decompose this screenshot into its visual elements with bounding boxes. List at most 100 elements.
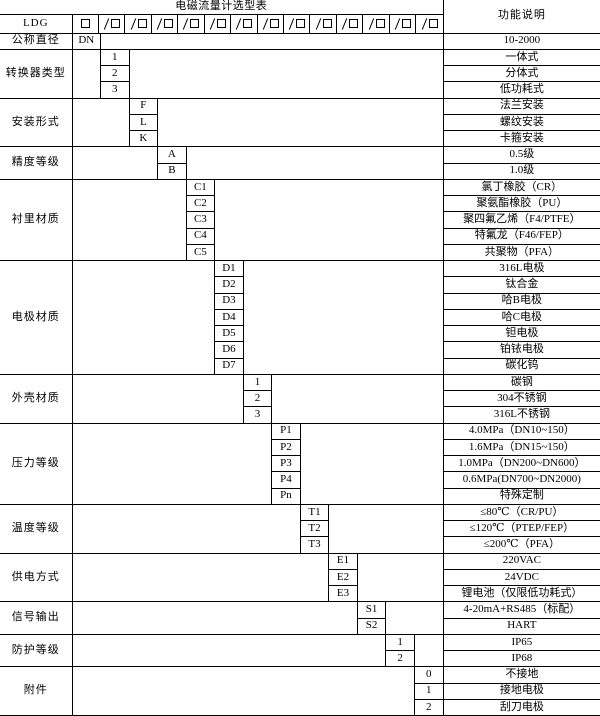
code-slot-4[interactable] (178, 15, 205, 32)
option-code-1-1[interactable]: 2 (100, 64, 130, 83)
option-code-5-0[interactable]: D1 (214, 259, 244, 278)
option-description-8-2: ≤200℃（PFA） (442, 536, 600, 554)
option-row: C2 聚氨酯橡胶（PU） (0, 194, 600, 213)
code-slot-6[interactable] (231, 15, 258, 32)
empty-box-icon (375, 19, 385, 28)
option-code-1-0[interactable]: 1 (100, 48, 130, 67)
option-description-9-2: 锂电池（仅限低功耗式） (442, 584, 600, 603)
option-code-5-3[interactable]: D4 (214, 308, 244, 327)
option-code-5-6[interactable]: D7 (214, 357, 244, 375)
option-code-2-1[interactable]: L (128, 113, 159, 132)
option-code-8-1[interactable]: T2 (299, 519, 330, 538)
code-slot-0[interactable] (73, 15, 99, 32)
slash-icon (394, 18, 401, 29)
code-slot-3[interactable] (152, 15, 179, 32)
option-code-11-0[interactable]: 1 (385, 633, 415, 652)
option-code-4-4[interactable]: C5 (185, 243, 216, 262)
option-code-12-0[interactable]: 0 (413, 666, 444, 684)
group-label-12: 附件 (0, 666, 73, 716)
option-code-5-2[interactable]: D3 (214, 292, 244, 310)
code-slot-8[interactable] (284, 15, 311, 32)
empty-box-icon (322, 19, 332, 28)
option-code-1-2[interactable]: 3 (100, 81, 130, 99)
code-slot-2[interactable] (125, 15, 152, 32)
code-slot-1[interactable] (99, 15, 126, 32)
option-description-7-3: 0.6MPa(DN700~DN2000) (442, 471, 600, 489)
slash-icon (182, 18, 189, 29)
option-code-8-2[interactable]: T3 (299, 536, 330, 554)
option-code-9-1[interactable]: E2 (328, 568, 358, 587)
option-code-10-1[interactable]: S2 (356, 617, 387, 635)
option-description-7-2: 1.0MPa（DN200~DN600） (442, 454, 600, 473)
spacer-left-8 (71, 503, 301, 554)
empty-box-icon (111, 19, 121, 28)
option-code-4-2[interactable]: C3 (185, 211, 216, 229)
option-code-7-4[interactable]: Pn (271, 487, 301, 505)
option-code-12-2[interactable]: 2 (413, 698, 444, 716)
option-code-3-1[interactable]: B (157, 162, 187, 180)
code-slot-9[interactable] (310, 15, 337, 32)
group-label-5: 电极材质 (0, 260, 73, 375)
option-code-7-0[interactable]: P1 (271, 422, 301, 440)
code-slot-13[interactable] (416, 15, 442, 32)
option-code-2-0[interactable]: F (128, 97, 159, 115)
spacer-right-4 (214, 178, 444, 262)
option-code-7-2[interactable]: P3 (271, 454, 301, 473)
spacer-right-1 (128, 48, 444, 99)
spacer-right-7 (299, 422, 444, 505)
option-code-4-1[interactable]: C2 (185, 194, 216, 213)
option-code-5-1[interactable]: D2 (214, 276, 244, 294)
group-label-3: 精度等级 (0, 146, 73, 180)
option-code-10-0[interactable]: S1 (356, 601, 387, 619)
option-code-6-1[interactable]: 2 (242, 389, 273, 408)
model-code-row: LDG (0, 13, 600, 34)
option-code-3-0[interactable]: A (157, 146, 187, 164)
option-row: T2 ≤120℃（PTEP/FEP） (0, 519, 600, 538)
code-slot-11[interactable] (363, 15, 390, 32)
slash-icon (130, 18, 137, 29)
option-code-0-0[interactable]: DN (71, 32, 102, 50)
empty-box-icon (401, 19, 411, 28)
slash-icon (209, 18, 216, 29)
option-code-9-0[interactable]: E1 (328, 552, 358, 570)
option-code-4-3[interactable]: C4 (185, 227, 216, 245)
option-description-4-0: 氯丁橡胶（CR） (442, 178, 600, 197)
option-code-12-1[interactable]: 1 (413, 682, 444, 700)
option-code-6-0[interactable]: 1 (242, 373, 273, 392)
option-code-7-3[interactable]: P4 (271, 471, 301, 489)
group-label-7: 压力等级 (0, 422, 73, 505)
option-description-5-2: 哈B电极 (442, 292, 600, 310)
option-row: 3 316L不锈钢 (0, 406, 600, 424)
option-description-5-4: 钽电极 (442, 324, 600, 343)
spacer-right-3 (185, 146, 444, 180)
option-code-2-2[interactable]: K (128, 129, 159, 148)
code-slot-5[interactable] (205, 15, 232, 32)
empty-box-icon (243, 19, 253, 28)
option-description-7-1: 1.6MPa（DN15~150） (442, 438, 600, 457)
option-description-6-0: 碳钢 (442, 373, 600, 392)
option-description-7-0: 4.0MPa（DN10~150） (442, 422, 600, 440)
option-description-8-1: ≤120℃（PTEP/FEP） (442, 519, 600, 538)
option-description-11-0: IP65 (442, 633, 600, 652)
option-code-7-1[interactable]: P2 (271, 438, 301, 457)
option-code-9-2[interactable]: E3 (328, 584, 358, 603)
code-slot-12[interactable] (390, 15, 417, 32)
option-row: T3 ≤200℃（PFA） (0, 536, 600, 554)
empty-box-icon (428, 19, 438, 28)
option-code-5-4[interactable]: D5 (214, 324, 244, 343)
code-slot-10[interactable] (337, 15, 364, 32)
option-row: 附件 0 不接地 (0, 666, 600, 716)
option-code-8-0[interactable]: T1 (299, 503, 330, 522)
option-row: L 螺纹安装 (0, 113, 600, 132)
option-row: 精度等级 A 0.5级 (0, 146, 600, 180)
option-code-6-2[interactable]: 3 (242, 406, 273, 424)
option-code-4-0[interactable]: C1 (185, 178, 216, 197)
option-code-11-1[interactable]: 2 (385, 649, 415, 668)
option-description-2-1: 螺纹安装 (442, 113, 600, 132)
spacer-right-10 (385, 601, 444, 635)
option-row: Pn 特殊定制 (0, 487, 600, 505)
code-slot-7[interactable] (258, 15, 284, 32)
option-description-9-0: 220VAC (442, 552, 600, 570)
option-row: E3 锂电池（仅限低功耗式） (0, 584, 600, 603)
option-code-5-5[interactable]: D6 (214, 341, 244, 359)
